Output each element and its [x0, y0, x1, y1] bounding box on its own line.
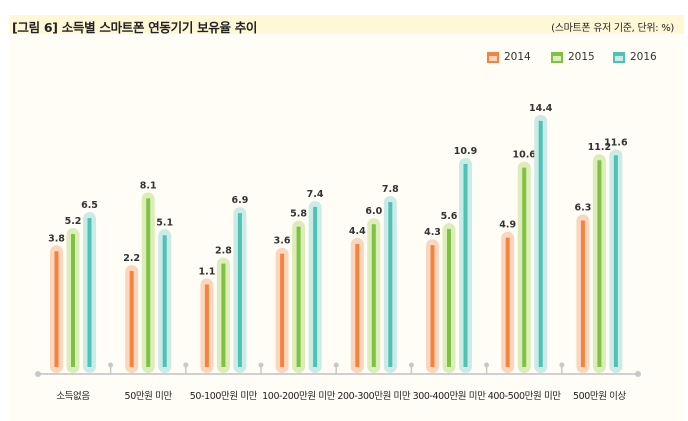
category-label: 50-100만원 미만: [190, 391, 258, 402]
bar: [87, 218, 92, 367]
category-label: 50만원 미만: [125, 391, 173, 402]
data-label: 6.3: [574, 203, 591, 214]
bar: [463, 163, 468, 367]
axis-tick-dot: [484, 362, 490, 368]
bar: [71, 234, 75, 367]
axis-tick-dot: [183, 362, 189, 368]
bar: [129, 270, 134, 367]
category-label: 500만원 이상: [573, 391, 627, 402]
bar: [505, 237, 510, 367]
axis-tick-dot: [108, 362, 114, 368]
axis-tick-dot: [408, 362, 414, 368]
legend-label: 2014: [504, 51, 531, 63]
bar: [388, 202, 393, 367]
axis-tick-dot: [333, 362, 339, 368]
bar: [597, 160, 602, 367]
data-label: 3.8: [48, 233, 65, 244]
data-label: 11.6: [604, 137, 628, 148]
bar: [371, 224, 376, 367]
bar: [313, 206, 318, 367]
legend-label: 2016: [630, 51, 657, 63]
calendar-icon: [487, 52, 499, 63]
bar: [204, 284, 209, 367]
data-label: 5.1: [156, 217, 173, 228]
bar: [280, 253, 285, 367]
axis-tick-dot: [258, 362, 264, 368]
data-label: 10.9: [454, 146, 477, 157]
legend-item-2015: 2015: [550, 50, 595, 64]
category-label: 300-400만원 미만: [413, 391, 487, 402]
category-label: 200-300만원 미만: [337, 391, 411, 402]
data-label: 7.8: [382, 184, 399, 195]
data-label: 4.3: [424, 227, 441, 238]
data-label: 2.2: [123, 253, 140, 264]
data-label: 4.4: [349, 226, 366, 237]
calendar-icon: [613, 52, 625, 63]
axis-tick-dot: [559, 362, 565, 368]
data-label: 6.5: [81, 200, 98, 211]
data-label: 1.1: [198, 266, 215, 277]
axis-end-dot: [635, 371, 641, 377]
bar: [522, 167, 527, 367]
bar: [296, 226, 301, 367]
chart-title: [그림 6] 소득별 스마트폰 연동기기 보유율 추이: [12, 20, 258, 35]
data-label: 10.6: [512, 150, 536, 161]
data-label: 2.8: [215, 246, 232, 257]
data-label: 14.4: [529, 103, 553, 114]
bar: [162, 235, 167, 367]
bar: [538, 120, 543, 367]
bar: [237, 213, 242, 367]
data-label: 4.9: [499, 220, 516, 231]
data-label: 6.9: [231, 195, 248, 206]
data-label: 3.6: [274, 236, 291, 247]
legend-item-2014: 2014: [486, 50, 531, 64]
data-label: 5.6: [441, 211, 458, 222]
legend-item-2016: 2016: [612, 50, 657, 64]
data-label: 6.0: [365, 206, 382, 217]
category-label: 400-500만원 미만: [488, 391, 562, 402]
bar: [355, 243, 360, 367]
legend-label: 2015: [568, 51, 595, 63]
chart-panel: [10, 15, 684, 421]
title-bar: [10, 15, 684, 34]
data-label: 7.4: [307, 189, 324, 200]
data-label: 11.2: [588, 142, 611, 153]
bar: [447, 229, 451, 367]
bar: [221, 263, 226, 367]
bar: [146, 198, 151, 367]
bar: [613, 155, 618, 367]
bar: [54, 251, 59, 367]
data-label: 5.8: [290, 209, 307, 220]
bar: [580, 220, 585, 367]
category-label: 100-200만원 미만: [262, 391, 336, 402]
calendar-icon: [551, 52, 563, 63]
axis-end-dot: [35, 371, 41, 377]
bar: [430, 245, 435, 367]
unit-note: (스마트폰 유저 기준, 단위: %): [551, 23, 674, 34]
data-label: 5.2: [65, 216, 82, 227]
category-label: 소득없음: [56, 390, 90, 402]
data-label: 8.1: [140, 180, 157, 191]
